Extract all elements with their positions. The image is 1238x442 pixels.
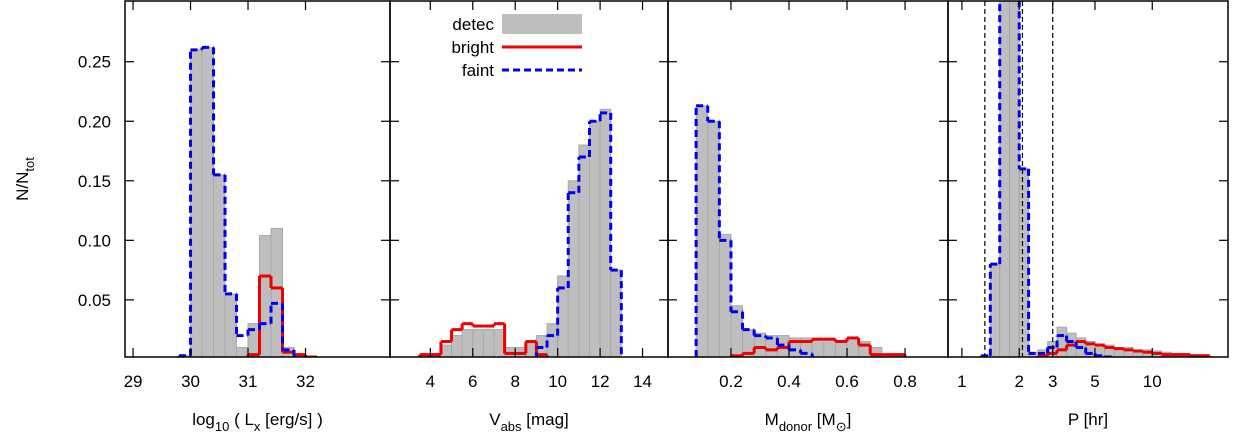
- histogram-bar: [190, 49, 203, 357]
- label-part: P [hr]: [1068, 410, 1108, 429]
- label-part: V: [489, 410, 501, 429]
- y-tick-label: 0.05: [78, 291, 111, 310]
- histogram-bar: [493, 329, 506, 357]
- x-tick-label: 14: [633, 372, 652, 391]
- label-part: M: [765, 410, 779, 429]
- histogram-bar: [213, 174, 226, 357]
- label-part: log: [192, 410, 215, 429]
- histogram-bar: [599, 108, 612, 357]
- histogram-bar: [1009, 1, 1020, 357]
- x-tick-label: 0.4: [777, 372, 801, 391]
- plot-area: [418, 108, 623, 357]
- histogram-bar: [811, 338, 825, 357]
- legend-label: detec: [452, 15, 494, 34]
- subscript: x: [254, 419, 261, 434]
- plot-area: [177, 45, 317, 357]
- histogram-bar: [259, 235, 272, 357]
- x-tick-label: 8: [510, 372, 519, 391]
- x-tick-label: 3: [1048, 372, 1057, 391]
- x-tick-label: 4: [426, 372, 435, 391]
- subscript: abs: [501, 419, 522, 434]
- legend-swatch: [502, 14, 582, 34]
- subscript: donor: [779, 419, 813, 434]
- histogram-bar: [718, 233, 732, 357]
- x-tick-label: 0.2: [719, 372, 743, 391]
- x-axis-label: Mdonor [M⊙]: [765, 410, 852, 434]
- plot-area: [694, 104, 907, 357]
- x-axis-label: log10 ( Lx [erg/s] ): [192, 410, 323, 434]
- histogram-bar: [440, 344, 453, 357]
- x-tick-label: 0.8: [893, 372, 917, 391]
- label-part: [erg/s] ): [260, 410, 322, 429]
- subscript: ⊙: [836, 419, 847, 434]
- x-tick-label: 29: [124, 372, 143, 391]
- histogram-bar: [270, 227, 284, 357]
- x-tick-label: 10: [1143, 372, 1162, 391]
- histogram-bar: [224, 293, 238, 357]
- label-part: ]: [847, 410, 852, 429]
- x-tick-label: 31: [239, 372, 258, 391]
- y-tick-label: 0.25: [78, 53, 111, 72]
- histogram-bar: [482, 329, 495, 357]
- x-tick-label: 2: [1014, 372, 1023, 391]
- histogram-bar: [610, 269, 622, 357]
- subscript: tot: [22, 157, 37, 172]
- panel-frame: [947, 0, 1229, 358]
- histogram-bar: [707, 120, 720, 357]
- x-axis-label: P [hr]: [1068, 410, 1108, 429]
- x-tick-label: 6: [468, 372, 477, 391]
- x-axis-label: Vabs [mag]: [489, 410, 569, 434]
- x-tick-label: 0.6: [835, 372, 859, 391]
- panel-frame: [124, 0, 391, 358]
- legend-label: bright: [451, 38, 494, 57]
- y-tick-label: 0.20: [78, 112, 111, 131]
- histogram-bar: [525, 341, 537, 357]
- y-tick-label: 0.15: [78, 172, 111, 191]
- histogram-bar: [823, 338, 836, 357]
- x-tick-label: 10: [548, 372, 567, 391]
- histogram-bar: [472, 329, 484, 357]
- label-part: [M: [812, 410, 836, 429]
- histogram-bar: [695, 105, 709, 357]
- histogram-bar: [578, 144, 590, 357]
- plot-area: [979, 1, 1212, 357]
- x-tick-label: 30: [181, 372, 200, 391]
- x-tick-label: 12: [591, 372, 610, 391]
- histogram-bar: [567, 180, 580, 357]
- histogram-bar: [236, 346, 249, 357]
- label-part: [mag]: [522, 410, 569, 429]
- label-part: N/N: [13, 172, 32, 201]
- label-part: ( L: [229, 410, 254, 429]
- histogram-bar: [588, 120, 601, 357]
- histogram-bar: [846, 337, 860, 357]
- histogram-bar: [730, 305, 744, 357]
- x-tick-label: 32: [296, 372, 315, 391]
- histogram-bar: [451, 335, 463, 357]
- histogram-bar: [461, 329, 474, 357]
- y-tick-label: 0.10: [78, 231, 111, 250]
- subscript: 10: [215, 419, 229, 434]
- panel-frame: [389, 0, 669, 358]
- y-axis-label: N/Ntot: [13, 157, 37, 201]
- histogram-bar: [201, 46, 215, 357]
- x-tick-label: 5: [1090, 372, 1099, 391]
- legend-label: faint: [462, 61, 494, 80]
- x-tick-label: 1: [957, 372, 966, 391]
- histogram-bar: [546, 323, 559, 357]
